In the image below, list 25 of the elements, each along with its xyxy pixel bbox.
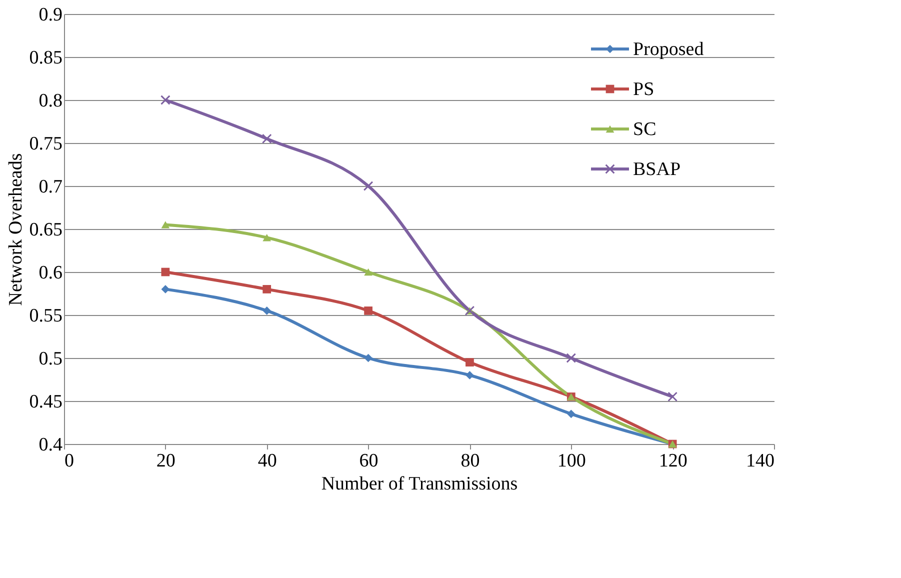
x-tick-label: 100 <box>557 450 586 472</box>
legend-label: BSAP <box>633 159 681 180</box>
x-tick-label: 20 <box>156 450 176 472</box>
y-tick-label: 0.8 <box>38 90 62 112</box>
x-tick-label: 40 <box>258 450 277 472</box>
y-tick-label: 0.7 <box>38 176 62 198</box>
y-axis-title: Network Overheads <box>5 153 26 306</box>
y-tick-label: 0.85 <box>29 48 62 68</box>
y-tick-label: 0.5 <box>38 348 62 370</box>
x-axis-title: Number of Transmissions <box>321 474 518 494</box>
y-tick-label: 0.55 <box>29 306 62 326</box>
x-tick-label: 120 <box>658 450 688 472</box>
x-tick-label: 60 <box>359 450 378 472</box>
legend-label: SC <box>633 119 656 140</box>
legend-label: Proposed <box>633 39 704 60</box>
y-tick-label: 0.9 <box>38 4 62 26</box>
y-tick-label: 0.4 <box>38 434 63 456</box>
y-tick-label: 0.75 <box>29 134 62 154</box>
y-tick-label: 0.6 <box>38 262 62 284</box>
x-tick-label: 140 <box>746 450 774 472</box>
x-tick-label: 0 <box>64 450 74 472</box>
legend-label: PS <box>633 79 654 100</box>
y-tick-label: 0.65 <box>29 220 62 240</box>
x-tick-label: 80 <box>460 450 480 472</box>
y-tick-label: 0.45 <box>29 392 62 412</box>
